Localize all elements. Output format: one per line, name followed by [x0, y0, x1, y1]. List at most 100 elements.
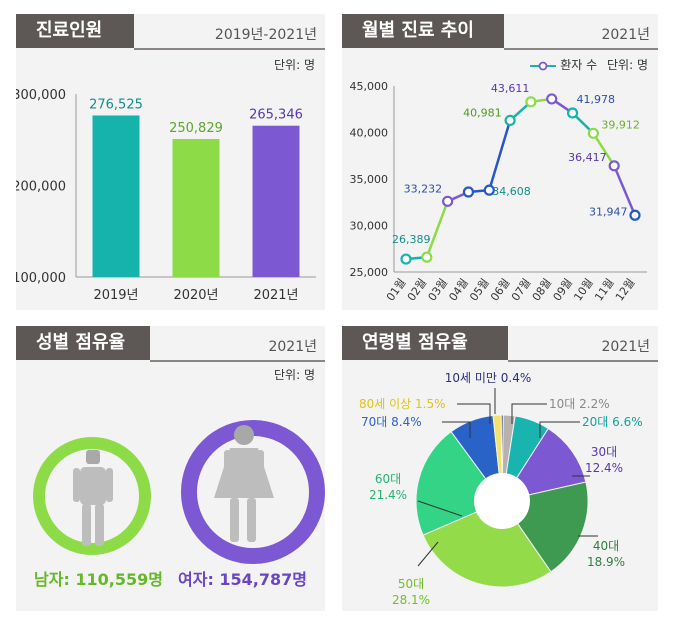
- bar-value-label: 265,346: [249, 108, 303, 123]
- bar-y-tick: 300,000: [16, 88, 66, 103]
- pie-label-20대: 20대 6.6%: [582, 415, 643, 429]
- age-panel-divider: [508, 360, 658, 362]
- patients-panel: 진료인원 2019년-2021년 단위: 명 300,000 200,000 100…: [16, 14, 325, 310]
- line-point-03월: [442, 195, 454, 207]
- patients-panel-divider: [134, 48, 325, 50]
- line-point-08월: [546, 93, 558, 105]
- pie-leader-line: [457, 403, 491, 424]
- line-data-label: 41,978: [577, 93, 616, 106]
- line-segment: [425, 200, 449, 258]
- line-point-02월: [421, 251, 433, 263]
- line-point-05월: [483, 184, 495, 196]
- male-figure-icon: [73, 450, 113, 546]
- line-x-tick: 06월: [488, 276, 512, 303]
- line-data-label: 33,232: [404, 182, 443, 195]
- bar-y-tick: 200,000: [16, 180, 66, 195]
- line-point-11월: [608, 160, 620, 172]
- gender-panel: 성별 점유율 2021년 단위: 명 남자: 110,559명 여자: 154,…: [16, 326, 325, 611]
- patients-panel-year: 2019년-2021년: [214, 27, 317, 43]
- female-figure-icon: [214, 425, 274, 542]
- monthly-panel-divider: [504, 48, 658, 50]
- pie-leader-line: [417, 541, 439, 567]
- male-count-label: 남자: 110,559명: [34, 570, 164, 589]
- line-x-tick: 08월: [530, 276, 554, 303]
- pie-slice-50대: [422, 500, 552, 588]
- line-point-07월: [525, 96, 537, 108]
- pie-percent-30대: 12.4%: [585, 461, 623, 475]
- line-x-tick: 04월: [446, 276, 470, 303]
- bar-y-tick: 100,000: [16, 271, 66, 286]
- line-y-tick: 30,000: [350, 220, 389, 233]
- bar-value-label: 250,829: [169, 121, 223, 136]
- pie-label-10대: 10대 2.2%: [549, 397, 610, 411]
- pie-label-70대: 70대 8.4%: [361, 415, 422, 429]
- line-y-tick: 25,000: [350, 266, 389, 279]
- line-y-tick: 40,000: [350, 127, 389, 140]
- pie-label-50대: 50대: [398, 577, 424, 591]
- pie-percent-40대: 18.9%: [587, 555, 625, 569]
- line-data-label: 39,912: [601, 118, 640, 131]
- bar-x-tick: 2021년: [253, 288, 298, 303]
- bar-2019년: [92, 115, 140, 278]
- age-panel-title: 연령별 점유율: [342, 326, 508, 360]
- pie-center-hole: [474, 473, 530, 529]
- pie-percent-60대: 21.4%: [369, 488, 407, 502]
- line-point-12월: [629, 209, 641, 221]
- pie-label-30대: 30대: [591, 445, 617, 459]
- line-x-tick: 12월: [613, 276, 637, 303]
- line-point-09월: [566, 107, 579, 119]
- monthly-panel-title: 월별 진료 추이: [342, 14, 504, 48]
- bar-x-tick: 2020년: [173, 288, 218, 303]
- monthly-panel-year: 2021년: [601, 27, 650, 43]
- pie-leader-line: [417, 500, 463, 517]
- line-data-label: 31,947: [589, 205, 628, 218]
- female-count-label: 여자: 154,787명: [178, 570, 308, 589]
- pie-label-10세 미만: 10세 미만 0.4%: [445, 371, 532, 385]
- line-data-label: 36,417: [568, 151, 607, 164]
- line-data-label: 26,389: [392, 233, 431, 246]
- line-y-tick: 35,000: [350, 173, 389, 186]
- gender-panel-year: 2021년: [268, 339, 317, 355]
- line-data-label: 43,611: [491, 82, 529, 95]
- pie-leader-line: [539, 421, 580, 438]
- gender-panel-title: 성별 점유율: [16, 326, 150, 360]
- line-x-tick: 10월: [571, 276, 595, 303]
- line-x-tick: 09월: [551, 276, 575, 303]
- pie-label-60대: 60대: [375, 472, 401, 486]
- line-data-label: 34,608: [492, 185, 531, 198]
- bar-value-label: 276,525: [89, 97, 143, 112]
- patients-unit: 단위: 명: [274, 58, 315, 72]
- line-x-tick: 03월: [426, 276, 450, 303]
- line-segment: [613, 165, 637, 216]
- line-x-tick: 11월: [592, 276, 616, 303]
- pie-percent-50대: 28.1%: [392, 593, 430, 607]
- bar-x-tick: 2019년: [93, 288, 138, 303]
- patients-bar-chart: 300,000 200,000 100,000 276,525 2019년 250,829…: [16, 88, 316, 303]
- bar-2020년: [172, 138, 220, 277]
- line-x-tick: 02월: [405, 276, 429, 303]
- pie-leader-line: [511, 403, 547, 424]
- male-ring-graphic: [33, 420, 325, 564]
- line-x-tick: 01월: [384, 276, 408, 303]
- monthly-unit-text: 단위: 명: [607, 58, 648, 72]
- pie-leader-line: [442, 421, 471, 438]
- line-segment: [592, 132, 616, 167]
- line-point-10월: [587, 127, 599, 139]
- pie-label-80세 이상: 80세 이상 1.5%: [359, 397, 446, 411]
- line-point-01월: [400, 253, 412, 265]
- age-panel-year: 2021년: [601, 339, 650, 355]
- monthly-unit: 환자 수 단위: 명: [530, 56, 648, 73]
- line-x-tick: 07월: [509, 276, 533, 303]
- line-data-label: 40,981: [463, 106, 502, 119]
- legend-label: 환자 수: [560, 58, 598, 72]
- line-y-tick: 45,000: [350, 80, 389, 93]
- line-point-06월: [504, 114, 516, 127]
- patients-panel-title: 진료인원: [16, 14, 134, 48]
- bar-2021년: [252, 125, 300, 278]
- age-pie-chart: 10세 미만 0.4% 10대 2.2% 20대 6.6% 30대 12.4% 40대 18…: [359, 371, 643, 607]
- gender-unit: 단위: 명: [274, 368, 315, 382]
- line-point-04월: [462, 186, 475, 198]
- monthly-line-chart: 45,00040,00035,00030,00025,00001월02월03월0…: [350, 80, 647, 303]
- gender-panel-divider: [150, 360, 325, 362]
- monthly-panel: 월별 진료 추이 2021년 환자 수 단위: 명 45,000 40,000 35…: [342, 14, 658, 310]
